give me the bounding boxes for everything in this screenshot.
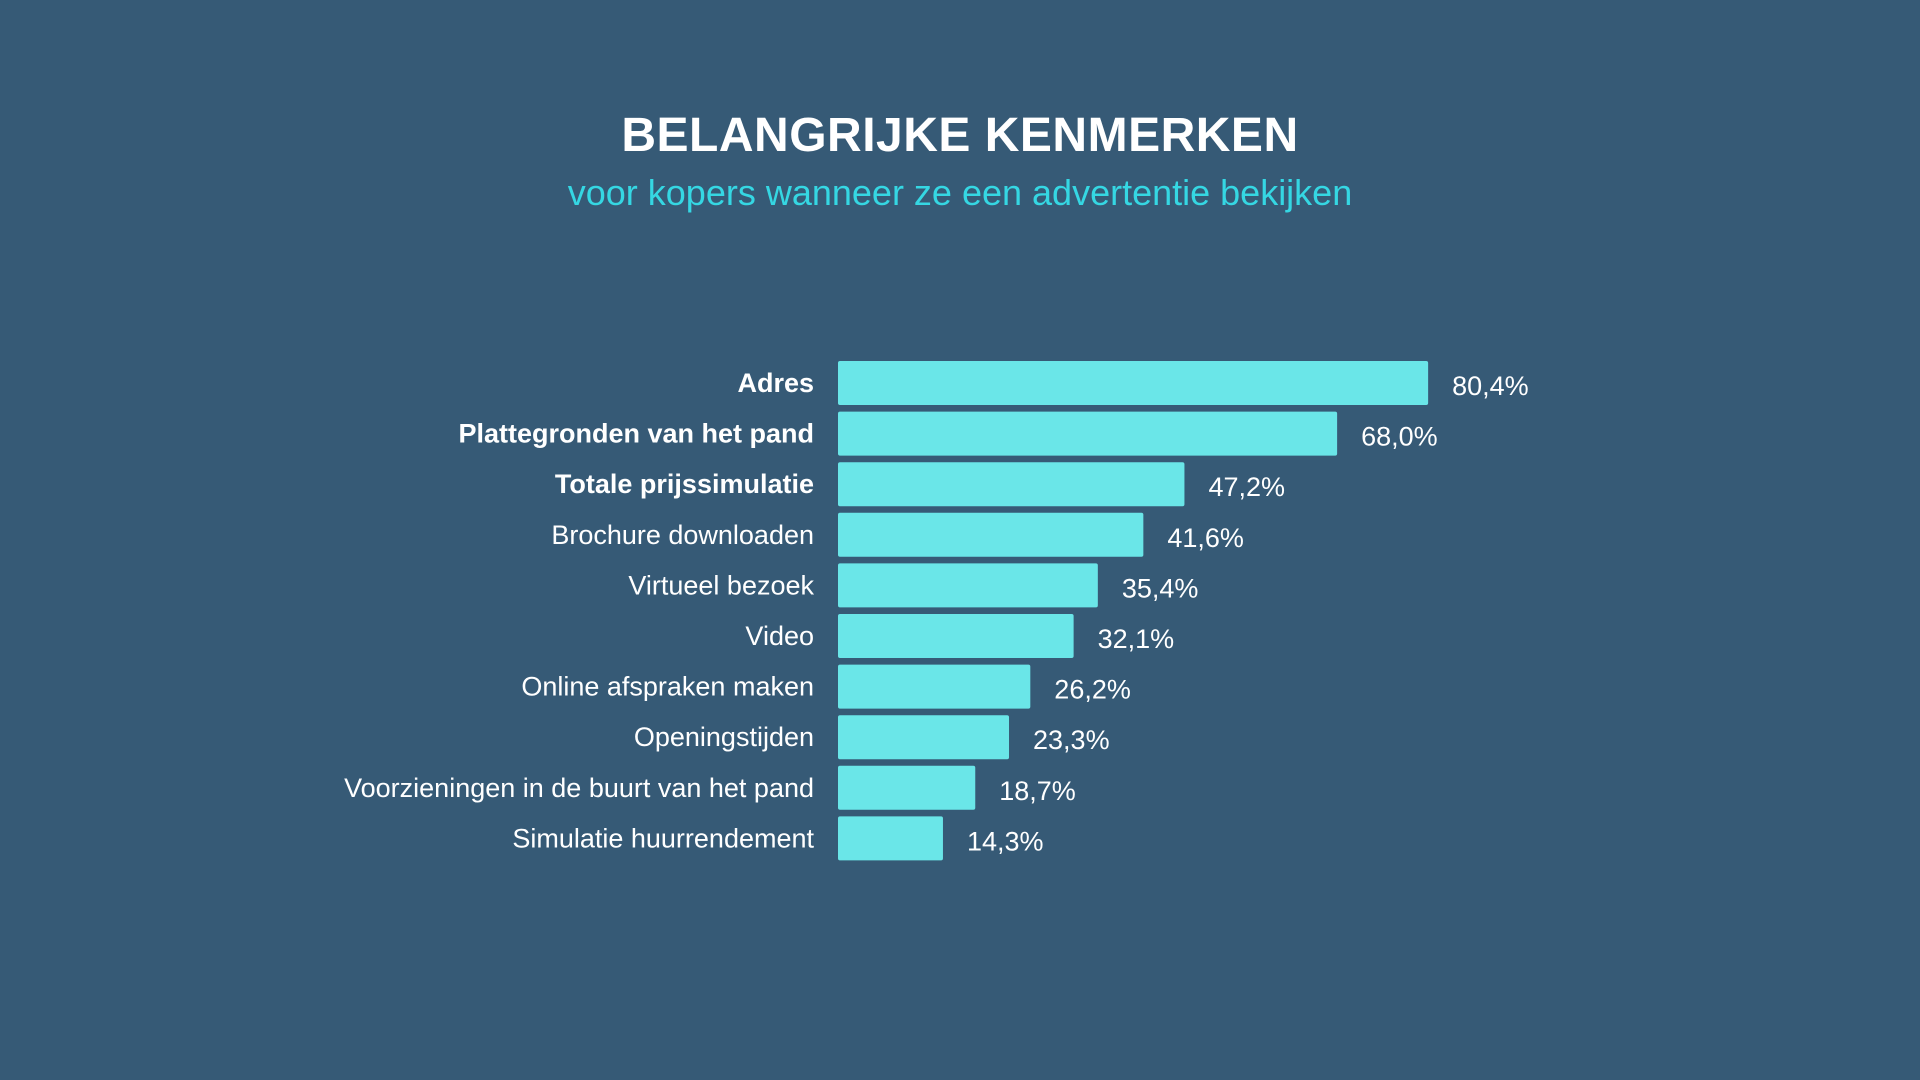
value-label-3: 41,6% xyxy=(1167,523,1244,553)
bar-2 xyxy=(838,462,1185,507)
chart-subtitle: voor kopers wanneer ze een advertentie b… xyxy=(567,172,1353,213)
bar-3 xyxy=(838,512,1144,557)
bar-6 xyxy=(838,664,1031,709)
value-label-0: 80,4% xyxy=(1452,371,1529,401)
value-label-4: 35,4% xyxy=(1122,573,1199,603)
bar-9 xyxy=(838,816,943,861)
category-label-8: Voorzieningen in de buurt van het pand xyxy=(344,773,814,803)
category-label-3: Brochure downloaden xyxy=(551,520,814,550)
category-label-0: Adres xyxy=(737,368,814,398)
value-label-5: 32,1% xyxy=(1098,624,1175,654)
category-label-2: Totale prijssimulatie xyxy=(555,469,814,499)
value-label-9: 14,3% xyxy=(967,826,1044,856)
bar-5 xyxy=(838,614,1074,658)
value-label-7: 23,3% xyxy=(1033,725,1110,755)
bar-8 xyxy=(838,765,976,810)
category-label-9: Simulatie huurrendement xyxy=(512,823,814,853)
value-label-2: 47,2% xyxy=(1208,472,1285,502)
bar-7 xyxy=(838,715,1010,760)
value-label-6: 26,2% xyxy=(1054,675,1131,705)
bar-1 xyxy=(838,411,1338,456)
category-label-6: Online afspraken maken xyxy=(521,672,814,702)
category-label-7: Openingstijden xyxy=(634,722,814,752)
value-label-1: 68,0% xyxy=(1361,422,1438,452)
value-label-8: 18,7% xyxy=(999,776,1076,806)
category-label-1: Plattegronden van het pand xyxy=(458,419,814,449)
category-label-5: Video xyxy=(745,621,814,651)
bar-0 xyxy=(838,361,1429,405)
bar-4 xyxy=(838,563,1098,608)
category-label-4: Virtueel bezoek xyxy=(628,570,814,600)
chart-title: BELANGRIJKE KENMERKEN xyxy=(621,109,1299,162)
